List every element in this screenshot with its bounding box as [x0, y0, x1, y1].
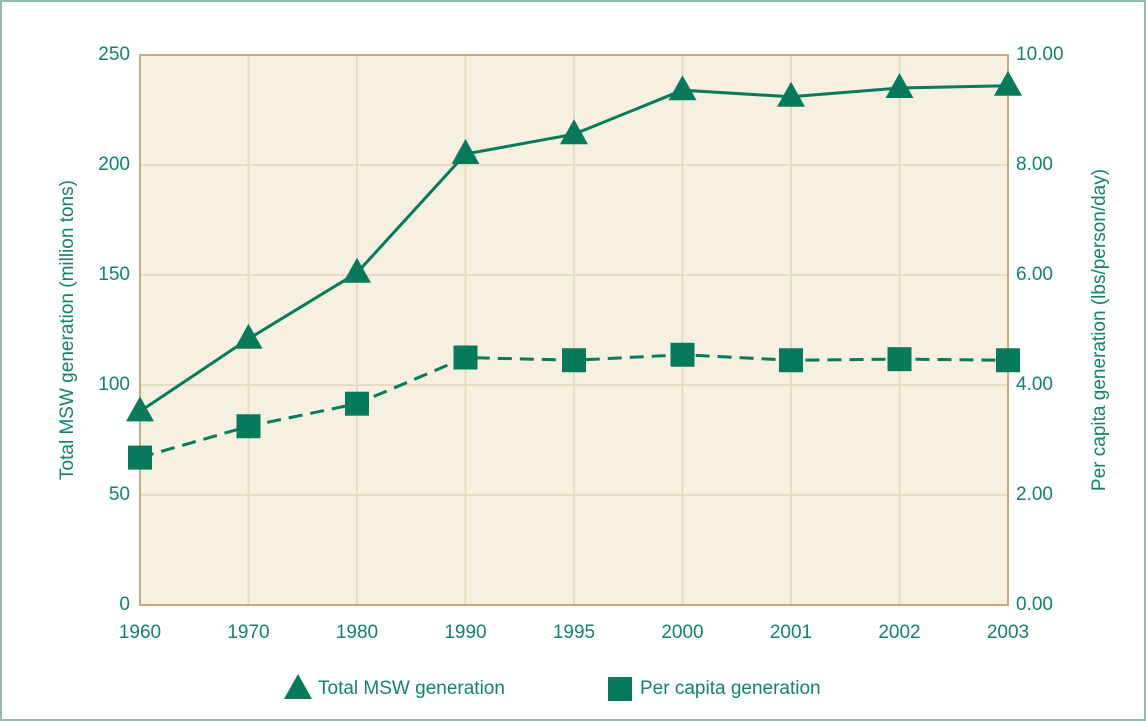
legend-label: Per capita generation — [640, 678, 821, 699]
y2-tick-label: 2.00 — [1016, 484, 1053, 505]
data-point — [234, 323, 263, 349]
y2-tick-label: 0.00 — [1016, 594, 1053, 615]
data-point — [451, 139, 480, 164]
data-point — [996, 348, 1020, 373]
data-point — [777, 81, 805, 107]
data-point — [560, 119, 588, 145]
plot-border — [139, 54, 1009, 606]
y2-tick-label: 10.00 — [1016, 44, 1064, 65]
data-point — [779, 348, 803, 373]
data-point — [994, 70, 1022, 96]
data-point — [128, 445, 152, 470]
x-tick-label: 1970 — [227, 622, 269, 643]
data-point — [453, 345, 478, 370]
data-point — [562, 348, 586, 373]
data-point — [887, 347, 912, 372]
y-tick-label: 250 — [98, 44, 130, 65]
x-tick-label: 2003 — [987, 622, 1029, 643]
y2-tick-label: 8.00 — [1016, 154, 1053, 175]
y-axis-label: Total MSW generation (million tons) — [57, 180, 78, 480]
x-tick-label: 1995 — [553, 622, 595, 643]
y-tick-label: 150 — [98, 264, 130, 285]
y-tick-label: 50 — [109, 484, 130, 505]
legend-swatch — [608, 677, 632, 701]
legend-label: Total MSW generation — [318, 678, 505, 699]
data-point — [126, 396, 154, 422]
y-tick-label: 100 — [98, 374, 130, 395]
data-point — [345, 391, 369, 416]
y-tick-label: 200 — [98, 154, 130, 175]
legend-swatch — [284, 674, 312, 699]
y2-tick-label: 6.00 — [1016, 264, 1053, 285]
data-point — [668, 75, 697, 101]
y2-tick-label: 4.00 — [1016, 374, 1053, 395]
data-point — [885, 73, 914, 98]
x-tick-label: 1960 — [119, 622, 161, 643]
y-tick-label: 0 — [119, 594, 130, 615]
x-tick-label: 2001 — [770, 622, 812, 643]
x-tick-label: 2000 — [661, 622, 703, 643]
x-tick-label: 1990 — [444, 622, 486, 643]
data-point — [236, 414, 261, 439]
x-tick-label: 2002 — [878, 622, 920, 643]
y2-axis-label: Per capita generation (lbs/person/day) — [1089, 169, 1110, 491]
data-point — [343, 257, 371, 283]
data-point — [670, 342, 695, 367]
x-tick-label: 1980 — [336, 622, 378, 643]
